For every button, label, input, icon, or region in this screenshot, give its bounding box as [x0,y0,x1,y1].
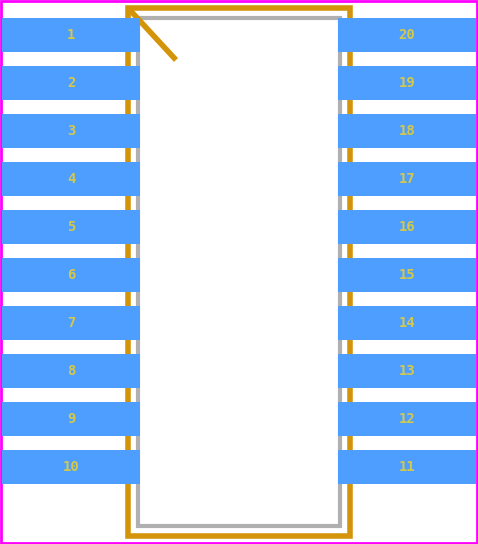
Text: 10: 10 [63,460,79,474]
Text: 14: 14 [399,316,415,330]
Text: 6: 6 [67,268,75,282]
Text: 2: 2 [67,76,75,90]
Bar [338,450,476,484]
Bar [2,162,140,196]
Text: 19: 19 [399,76,415,90]
Text: 15: 15 [399,268,415,282]
Bar [338,66,476,100]
Text: 7: 7 [67,316,75,330]
Text: 8: 8 [67,364,75,378]
Bar [2,114,140,148]
Bar [2,306,140,340]
Bar [338,402,476,436]
Text: 11: 11 [399,460,415,474]
Bar [2,66,140,100]
Bar [2,402,140,436]
Bar [338,306,476,340]
Text: 17: 17 [399,172,415,186]
Text: 12: 12 [399,412,415,426]
Text: 18: 18 [399,124,415,138]
Text: 3: 3 [67,124,75,138]
Bar [2,450,140,484]
Text: 5: 5 [67,220,75,234]
Bar [338,210,476,244]
Text: 4: 4 [67,172,75,186]
Bar [2,258,140,292]
Bar [2,18,140,52]
Bar [338,354,476,388]
Bar [138,18,340,526]
Bar [2,354,140,388]
Bar [338,162,476,196]
Bar [338,114,476,148]
Text: 9: 9 [67,412,75,426]
Bar [2,210,140,244]
Bar [338,18,476,52]
Text: 13: 13 [399,364,415,378]
Text: 1: 1 [67,28,75,42]
Text: 20: 20 [399,28,415,42]
Bar [128,8,350,536]
Text: 16: 16 [399,220,415,234]
Bar [338,258,476,292]
